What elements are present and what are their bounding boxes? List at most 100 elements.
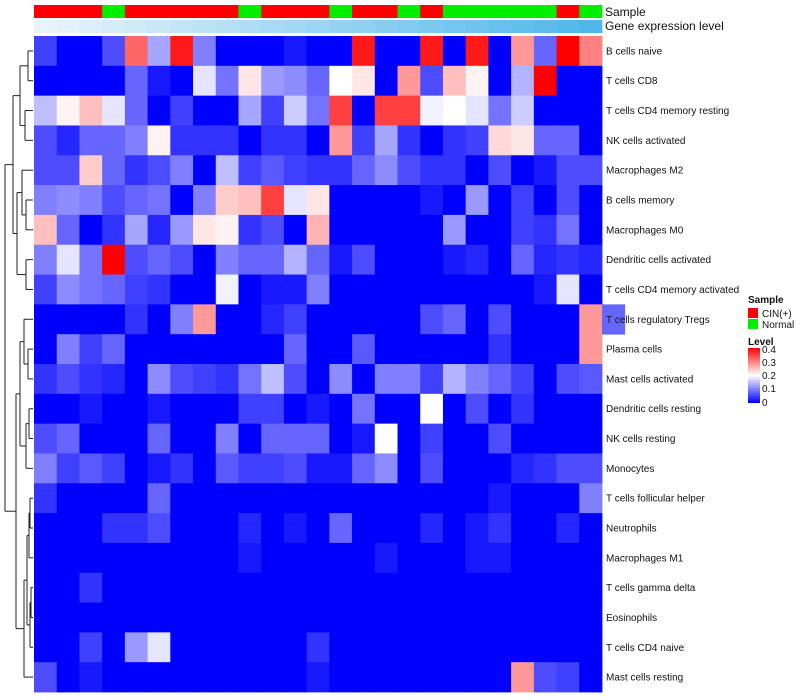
- heatmap-cell: [374, 364, 398, 395]
- heatmap-cell: [283, 65, 308, 97]
- heatmap-cell: [442, 214, 467, 246]
- heatmap-cell: [488, 125, 512, 156]
- heatmap-cell: [442, 662, 467, 693]
- heatmap-cell: [124, 36, 148, 67]
- heatmap-cell: [533, 155, 557, 186]
- heatmap-cell: [442, 334, 467, 365]
- heatmap-cell: [215, 125, 239, 156]
- expression-annotation-cell: [215, 20, 239, 33]
- sample-annotation-cell: [215, 5, 239, 18]
- heatmap-cell: [511, 453, 535, 484]
- heatmap-cell: [306, 423, 330, 454]
- heatmap-cell: [488, 632, 512, 663]
- heatmap-cell: [352, 453, 376, 484]
- heatmap-cell: [442, 602, 467, 633]
- heatmap-cell: [79, 423, 103, 454]
- heatmap-cell: [329, 244, 353, 275]
- heatmap-cell: [147, 423, 171, 454]
- heatmap-cell: [283, 125, 308, 156]
- legend-tick-0.3: 0.3: [762, 358, 776, 369]
- heatmap-cell: [488, 185, 512, 216]
- sample-annotation-cell: [79, 5, 103, 18]
- heatmap-cell: [420, 155, 444, 186]
- heatmap-cell: [465, 453, 489, 484]
- heatmap-cell: [170, 36, 194, 67]
- expression-annotation-cell: [79, 20, 103, 33]
- heatmap-cell: [465, 513, 489, 544]
- heatmap-cell: [511, 542, 535, 574]
- heatmap-cell: [465, 334, 489, 365]
- heatmap-cell: [261, 662, 285, 693]
- heatmap-cell: [238, 185, 262, 216]
- heatmap-cell: [329, 274, 353, 305]
- heatmap-cell: [579, 334, 603, 365]
- heatmap-cell: [556, 662, 580, 693]
- heatmap-cell: [488, 274, 512, 305]
- legend: Sample CIN(+) Normal Level 0.4 0.3 0.2 0…: [748, 295, 794, 409]
- heatmap-cell: [147, 155, 171, 186]
- heatmap-cell: [579, 364, 603, 395]
- heatmap-cell: [170, 393, 194, 425]
- heatmap-cell: [374, 393, 398, 425]
- heatmap-cell: [306, 542, 330, 574]
- expression-annotation-cell: [488, 20, 512, 33]
- heatmap-cell: [533, 36, 557, 67]
- row-dendrogram: [4, 50, 33, 678]
- heatmap-cell: [465, 36, 489, 67]
- heatmap-cell: [283, 453, 308, 484]
- heatmap-cell: [374, 662, 398, 693]
- heatmap-cell: [488, 513, 512, 544]
- heatmap-cell: [511, 364, 535, 395]
- legend-level-gradient: [748, 348, 760, 403]
- heatmap-cell: [238, 95, 262, 126]
- heatmap-cell: [579, 304, 603, 335]
- heatmap-cell: [329, 214, 353, 246]
- heatmap-cell: [215, 364, 239, 395]
- heatmap-cell: [261, 244, 285, 275]
- heatmap-cell: [170, 632, 194, 663]
- sample-annotation-cell: [488, 5, 512, 18]
- heatmap-cell: [56, 662, 80, 693]
- heatmap-cell: [283, 513, 308, 544]
- heatmap-cell: [420, 334, 444, 365]
- heatmap-cell: [170, 334, 194, 365]
- heatmap-cell: [56, 602, 80, 633]
- heatmap-cell: [56, 244, 80, 275]
- row-label: T cells CD4 memory activated: [606, 285, 739, 296]
- heatmap-cell: [329, 393, 353, 425]
- heatmap-cell: [170, 483, 194, 514]
- heatmap-cell: [511, 244, 535, 275]
- expression-annotation-cell: [147, 20, 171, 33]
- heatmap-cell: [261, 334, 285, 365]
- heatmap-cell: [511, 572, 535, 603]
- heatmap-cell: [397, 65, 421, 97]
- heatmap-cell: [420, 36, 444, 67]
- heatmap-cell: [397, 632, 421, 663]
- heatmap-cell: [215, 274, 239, 305]
- heatmap-cell: [56, 155, 80, 186]
- heatmap-cell: [261, 393, 285, 425]
- heatmap-cell: [556, 36, 580, 67]
- sample-annotation-cell: [579, 5, 603, 18]
- heatmap-cell: [56, 393, 80, 425]
- heatmap-cell: [306, 185, 330, 216]
- heatmap-cell: [124, 393, 148, 425]
- heatmap-cell: [170, 155, 194, 186]
- heatmap-cell: [306, 244, 330, 275]
- heatmap-cell: [193, 244, 217, 275]
- heatmap-cell: [193, 483, 217, 514]
- heatmap-cell: [420, 304, 444, 335]
- heatmap-cell: [102, 364, 126, 395]
- heatmap-cell: [556, 214, 580, 246]
- heatmap-cell: [374, 65, 398, 97]
- legend-label-cin: CIN(+): [762, 309, 792, 320]
- heatmap-cell: [465, 244, 489, 275]
- heatmap-cell: [238, 155, 262, 186]
- heatmap-cell: [102, 572, 126, 603]
- heatmap-cell: [488, 602, 512, 633]
- heatmap-cell: [79, 542, 103, 574]
- heatmap-cell: [215, 214, 239, 246]
- heatmap-cell: [579, 155, 603, 186]
- heatmap-cell: [488, 65, 512, 97]
- heatmap-cell: [147, 214, 171, 246]
